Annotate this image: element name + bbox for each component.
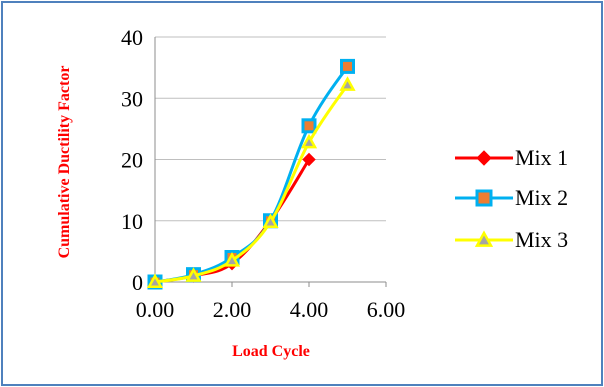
legend-label-1: Mix 1 [515, 145, 568, 170]
legend-item-2: Mix 2 [455, 185, 568, 210]
series-2 [147, 58, 355, 290]
x-tick-label-3: 6.00 [367, 297, 406, 322]
series-3-point-1 [185, 267, 202, 282]
x-tick-label-2: 4.00 [290, 297, 329, 322]
legend-marker-2 [475, 189, 493, 207]
y-axis-title: Cumulative Ductility Factor [56, 66, 73, 259]
series-3-point-2 [223, 251, 241, 267]
legend-item-3: Mix 3 [455, 227, 568, 252]
series-3-point-4 [300, 133, 318, 149]
x-tick-label-1: 2.00 [213, 297, 252, 322]
series-2-point-4 [301, 118, 317, 134]
y-tick-label-0: 0 [132, 270, 143, 295]
legend-marker-1 [476, 150, 492, 166]
x-axis-title: Load Cycle [232, 343, 310, 360]
tick-labels: 0 10 20 30 40 0.00 2.00 4.00 6.00 [121, 25, 405, 322]
y-tick-label-2: 20 [121, 148, 143, 173]
series-3-point-0 [146, 273, 164, 289]
y-tick-label-3: 30 [121, 86, 143, 111]
y-tick-label-4: 40 [121, 25, 143, 50]
series-3-point-5 [339, 76, 356, 91]
legend: Mix 1 Mix 2 Mix 3 [455, 145, 568, 252]
series-layer [146, 58, 356, 290]
legend-label-3: Mix 3 [515, 227, 568, 252]
series-1-point-4 [302, 152, 316, 167]
y-tick-label-1: 10 [121, 209, 143, 234]
axes [154, 37, 387, 287]
x-tick-label-0: 0.00 [136, 297, 175, 322]
legend-marker-3 [474, 230, 494, 247]
series-3 [146, 76, 356, 289]
series-3-line [154, 83, 349, 284]
legend-label-2: Mix 2 [515, 185, 568, 210]
series-2-point-5 [340, 58, 355, 74]
legend-item-1: Mix 1 [455, 145, 568, 170]
series-3-point-3 [262, 213, 279, 229]
